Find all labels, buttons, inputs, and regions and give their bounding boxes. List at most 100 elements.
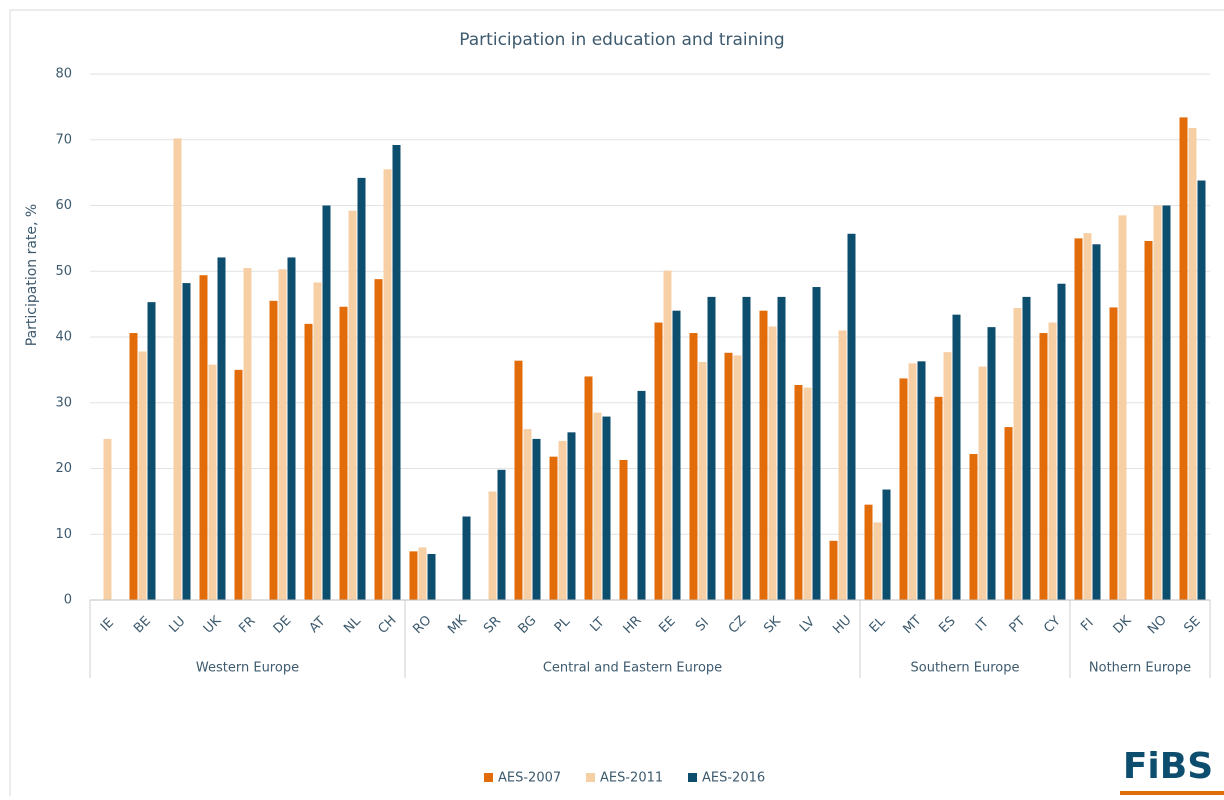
bar	[234, 369, 243, 600]
bar	[497, 469, 506, 600]
x-tick-label: PL	[552, 614, 574, 636]
x-tick-label: MT	[900, 613, 924, 637]
bar	[619, 459, 628, 600]
bar	[812, 287, 821, 600]
chart-title: Participation in education and training	[459, 30, 784, 50]
bar	[409, 551, 418, 600]
bar	[934, 396, 943, 600]
bar	[987, 327, 996, 600]
bar	[829, 540, 838, 600]
x-tick-label: LU	[166, 614, 188, 636]
bar	[392, 145, 401, 600]
legend-swatch	[586, 773, 595, 782]
bar	[1074, 238, 1083, 600]
x-tick-label: SE	[1181, 614, 1203, 636]
bar	[1197, 180, 1206, 600]
x-tick-label: NO	[1145, 613, 1170, 638]
bar	[672, 310, 681, 600]
bar	[418, 547, 427, 600]
bar	[523, 429, 532, 600]
bar	[1144, 241, 1153, 600]
bar	[584, 376, 593, 600]
x-tick-label: SI	[693, 615, 712, 634]
bar	[742, 296, 751, 600]
x-tick-label: CZ	[726, 613, 749, 636]
y-tick-label: 70	[55, 132, 72, 147]
bar	[357, 177, 366, 600]
x-tick-label: NL	[341, 613, 364, 636]
bar	[182, 283, 191, 600]
x-tick-label: IT	[973, 615, 992, 634]
bar	[733, 355, 742, 600]
bar	[313, 282, 322, 600]
bar	[208, 364, 217, 600]
group-label: Central and Eastern Europe	[543, 661, 722, 676]
bar	[322, 205, 331, 600]
x-tick-label: FR	[236, 614, 258, 636]
y-tick-label: 0	[64, 593, 72, 608]
bar	[882, 489, 891, 600]
x-tick-label: DE	[271, 613, 295, 637]
y-tick-label: 40	[55, 330, 72, 345]
bar	[602, 416, 611, 600]
x-tick-label: PT	[1007, 614, 1029, 636]
bar	[1057, 283, 1066, 600]
bar	[103, 438, 112, 600]
bar	[1118, 215, 1127, 601]
y-tick-label: 10	[55, 527, 72, 542]
bar	[899, 378, 908, 600]
bar	[864, 504, 873, 600]
bar	[847, 233, 856, 600]
bar	[129, 333, 138, 600]
bar	[147, 302, 156, 600]
group-label: Nothern Europe	[1089, 661, 1191, 676]
x-tick-label: MK	[445, 612, 470, 637]
legend-label: AES-2016	[702, 771, 765, 786]
group-label: Western Europe	[196, 661, 299, 676]
x-tick-label: ES	[936, 614, 958, 636]
bar	[514, 360, 523, 600]
x-tick-label: LT	[587, 615, 607, 635]
x-tick-label: SR	[481, 614, 504, 637]
legend-label: AES-2011	[600, 771, 663, 786]
bar	[1179, 117, 1188, 601]
bar	[654, 322, 663, 600]
bar	[1109, 307, 1118, 600]
bar	[427, 553, 436, 600]
bar	[1013, 308, 1022, 600]
bar	[462, 516, 471, 600]
x-tick-label: CY	[1041, 614, 1064, 637]
legend-swatch	[484, 773, 493, 782]
bar	[689, 333, 698, 600]
bar	[663, 270, 672, 600]
x-tick-label: LV	[797, 614, 818, 635]
bar	[777, 296, 786, 600]
bar	[1188, 127, 1197, 600]
bar	[532, 438, 541, 600]
y-tick-label: 80	[55, 67, 72, 82]
bar	[969, 454, 978, 600]
bar	[278, 269, 287, 600]
bar	[348, 210, 357, 600]
bar	[269, 300, 278, 600]
bar	[138, 351, 147, 600]
bar	[943, 352, 952, 600]
bar	[1153, 205, 1162, 600]
bar	[199, 275, 208, 600]
x-tick-label: BG	[516, 613, 540, 637]
bar	[803, 387, 812, 600]
bar	[952, 314, 961, 600]
x-tick-label: SK	[761, 613, 784, 636]
x-tick-label: AT	[307, 614, 329, 636]
x-tick-label: HU	[830, 613, 854, 637]
y-axis-title: Participation rate, %	[24, 204, 40, 347]
bar	[304, 323, 313, 600]
bar	[1022, 296, 1031, 600]
bar	[339, 306, 348, 600]
y-tick-label: 60	[55, 198, 72, 213]
y-tick-label: 30	[55, 395, 72, 410]
y-tick-label: 20	[55, 461, 72, 476]
bar	[287, 257, 296, 600]
x-tick-label: IE	[98, 615, 117, 634]
